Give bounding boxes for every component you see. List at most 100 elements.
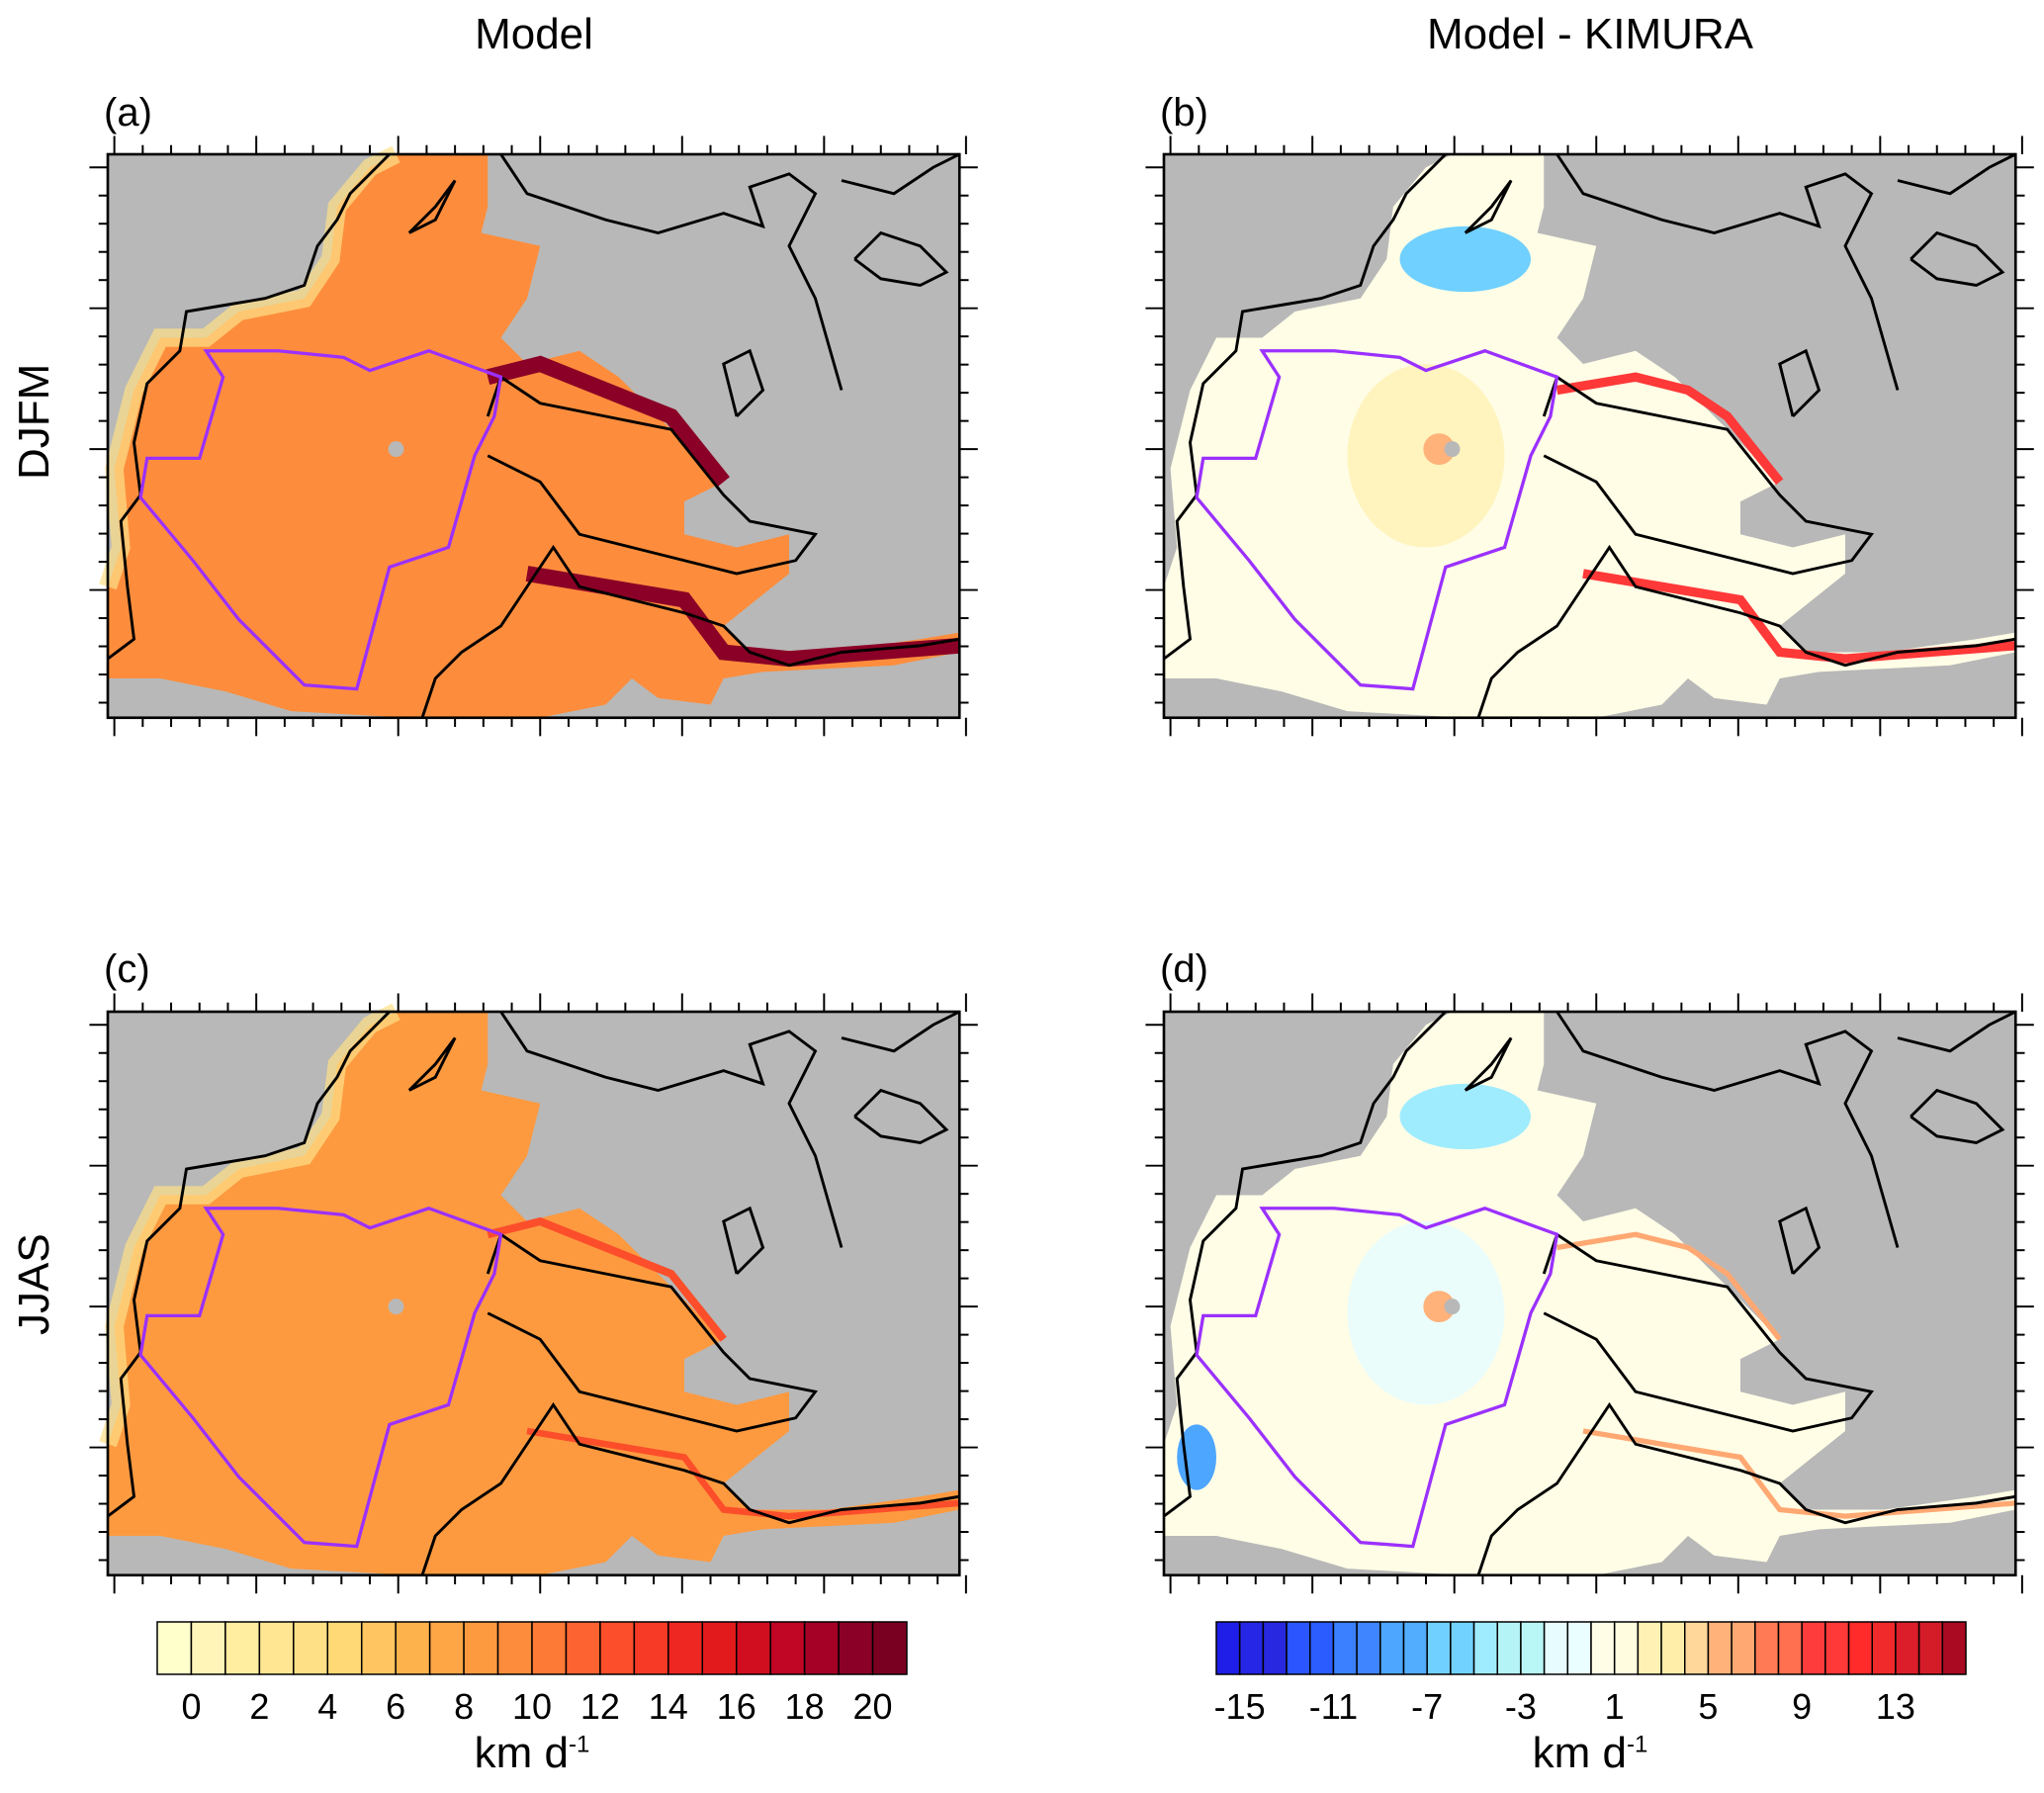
colorbar-box	[769, 1621, 806, 1675]
colorbar-tick-label: 0	[181, 1686, 202, 1727]
column-title-model: Model	[475, 10, 593, 58]
colorbar-tick-label: -15	[1213, 1686, 1266, 1727]
colorbar-tick-label: 2	[249, 1686, 270, 1727]
coastline	[1542, 374, 1875, 576]
colorbar-box	[1777, 1621, 1803, 1675]
colorbar-tick-label: 1	[1604, 1686, 1625, 1727]
colorbar-box	[428, 1621, 465, 1675]
colorbar-box	[1402, 1621, 1428, 1675]
colorbar-box	[1238, 1621, 1265, 1675]
coastal-low-drift	[99, 1003, 400, 1448]
high-drift-band	[486, 355, 730, 488]
colorbar-box	[156, 1621, 193, 1675]
colorbar-tick-label: 12	[579, 1686, 620, 1727]
coastline	[499, 153, 844, 391]
colorbar-box	[667, 1621, 704, 1675]
region-outline	[1195, 348, 1559, 691]
colorbar-tick-label: 6	[386, 1686, 406, 1727]
colorbar-box	[1660, 1621, 1686, 1675]
coastline	[841, 152, 960, 196]
panel-label-b: (b)	[1160, 91, 1208, 134]
coastline	[1163, 152, 1447, 661]
map-panel-c	[89, 993, 978, 1594]
colorbar-box	[1684, 1621, 1710, 1675]
coastline	[1897, 152, 2016, 196]
colorbar-box	[326, 1621, 363, 1675]
positive-bias-band	[1555, 372, 1784, 486]
colorbar-box	[1496, 1621, 1522, 1675]
colorbar-box	[1450, 1621, 1475, 1675]
coastline	[1163, 1010, 1447, 1518]
colorbar-box	[1379, 1621, 1405, 1675]
high-drift-band	[525, 566, 960, 668]
coastline	[499, 1011, 844, 1248]
colorbar-units-model: km d-1	[474, 1729, 590, 1777]
colorbar-box	[871, 1621, 908, 1675]
colorbar-box	[1472, 1621, 1498, 1675]
coastline	[486, 1231, 819, 1433]
colorbar-box	[531, 1621, 568, 1675]
region-outline	[138, 1206, 503, 1549]
colorbar-box	[1590, 1621, 1616, 1675]
coastline	[1910, 230, 2005, 288]
map-frame	[1162, 152, 2017, 720]
colorbar-box	[1941, 1621, 1967, 1675]
map-frame	[1162, 1010, 2017, 1577]
colorbar-box	[1566, 1621, 1592, 1675]
map-panel-a	[89, 135, 978, 737]
pole-hole	[1444, 441, 1461, 458]
colorbar-box	[463, 1621, 499, 1675]
colorbar-tick-label: 8	[454, 1686, 475, 1727]
colorbar-box	[633, 1621, 669, 1675]
high-drift-band	[526, 1427, 960, 1520]
colorbar-box	[1309, 1621, 1335, 1675]
colorbar-box	[838, 1621, 874, 1675]
colorbar-box	[1262, 1621, 1288, 1675]
coastline	[1555, 153, 1900, 391]
region-outline	[1195, 1206, 1559, 1549]
colorbar-box	[565, 1621, 601, 1675]
coastline	[1464, 179, 1513, 234]
sea-ice-field	[1164, 154, 2016, 718]
coastline	[107, 152, 391, 661]
coastline	[1778, 348, 1822, 418]
positive-bias-band	[1582, 569, 2016, 664]
colorbar-box	[293, 1621, 329, 1675]
positive-bias-band	[1556, 1231, 1782, 1341]
colorbar-tick-label: 13	[1875, 1686, 1915, 1727]
colorbar-units-diff: km d-1	[1532, 1729, 1648, 1777]
colorbar-box	[496, 1621, 533, 1675]
coastline	[1897, 1010, 2016, 1053]
colorbar-box	[1847, 1621, 1873, 1675]
colorbar-box	[1332, 1621, 1358, 1675]
sea-ice-field	[108, 1012, 960, 1575]
sea-ice-field	[108, 154, 960, 718]
map-frame	[106, 1010, 961, 1577]
colorbar-box	[1356, 1621, 1381, 1675]
high-drift-band	[487, 1216, 727, 1342]
map-frame	[106, 152, 961, 720]
colorbar-tick-label: 9	[1792, 1686, 1813, 1727]
panel-label-d: (d)	[1160, 947, 1208, 991]
coastline	[853, 1088, 949, 1145]
colorbar-box	[1917, 1621, 1944, 1675]
coastline	[420, 544, 960, 719]
coastline	[841, 1010, 960, 1053]
coastline	[1910, 1088, 2005, 1145]
coastline	[486, 374, 819, 576]
colorbar-box	[599, 1621, 636, 1675]
colorbar-tick-label: 18	[784, 1686, 825, 1727]
coastline	[1542, 1231, 1875, 1433]
pole-hole	[388, 1299, 404, 1315]
coastline	[1555, 1011, 1900, 1248]
colorbar-box	[1520, 1621, 1546, 1675]
coastline	[407, 1036, 457, 1092]
colorbar-box	[1707, 1621, 1733, 1675]
coastline	[1464, 1036, 1513, 1092]
colorbar-box	[1801, 1621, 1826, 1675]
colorbar-tick-label: 10	[511, 1686, 553, 1727]
coastline	[722, 1206, 765, 1276]
coastline	[1476, 1401, 2016, 1576]
